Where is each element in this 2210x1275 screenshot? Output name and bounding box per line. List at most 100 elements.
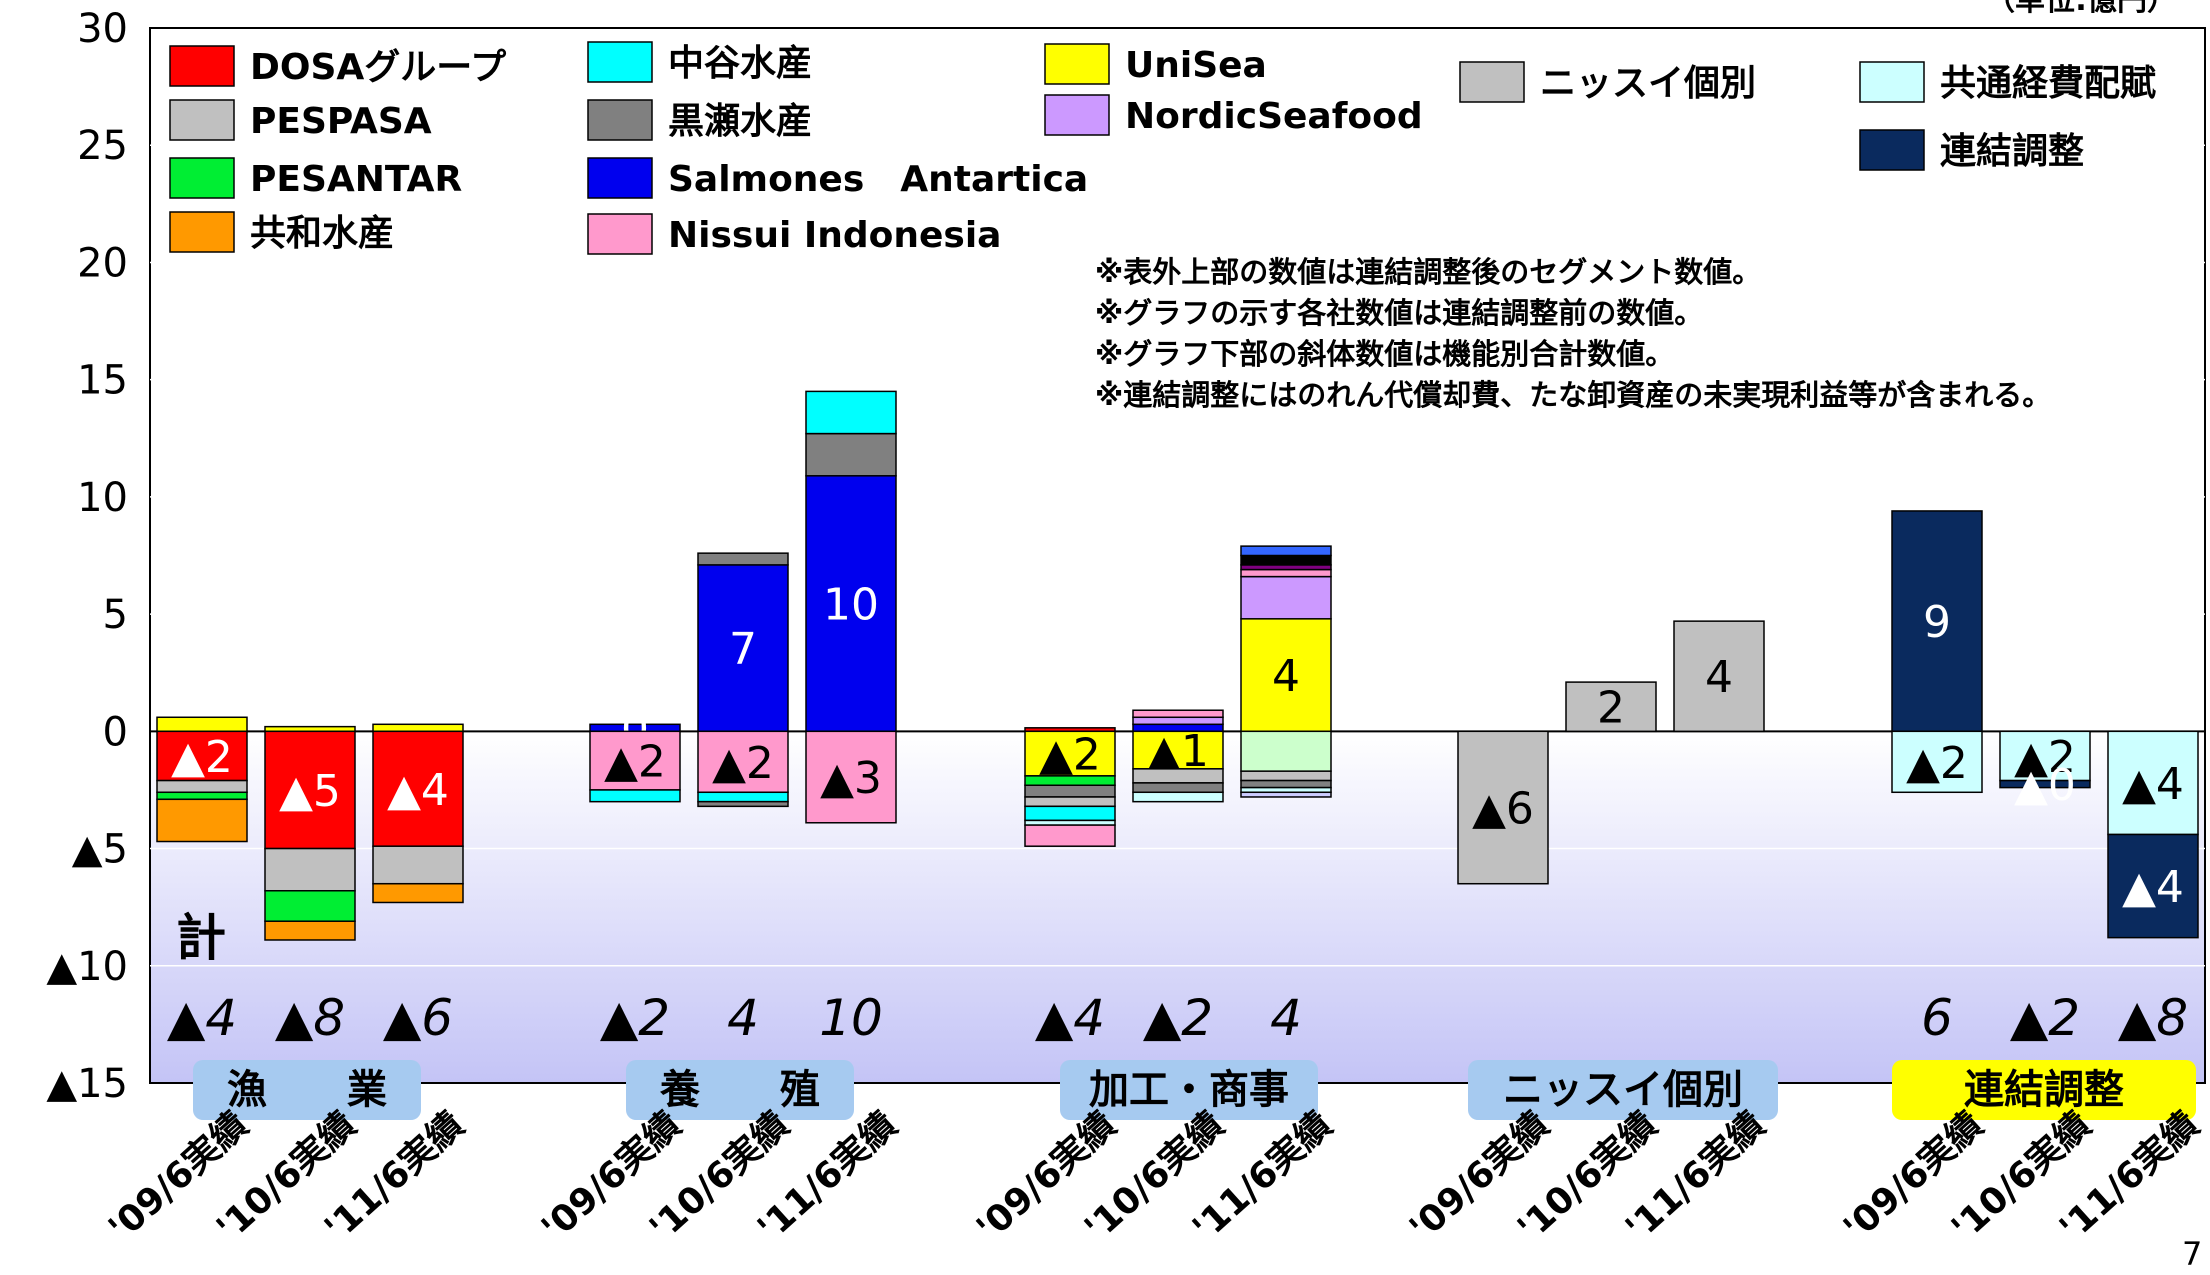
- group-label-box: [193, 1060, 421, 1120]
- total-value-label: ▲8: [275, 989, 345, 1047]
- total-value-label: 10: [819, 989, 883, 1047]
- bar-segment: [1132, 716, 1224, 726]
- bar-segment: [264, 847, 356, 892]
- legend-swatch: [587, 41, 653, 83]
- bar-segment: [1024, 805, 1116, 822]
- bar-value-label: ▲2: [1039, 730, 1101, 781]
- bar-value-label: ▲3: [820, 753, 882, 804]
- group-label-box: [1892, 1060, 2196, 1120]
- bar-segment: [372, 723, 464, 733]
- y-tick-label: 25: [77, 123, 128, 169]
- bar-value-label: ▲4: [387, 765, 449, 816]
- bar-segment: [264, 890, 356, 922]
- bar-value-label: 4: [1705, 652, 1733, 703]
- total-value-label: ▲6: [383, 989, 453, 1047]
- notes-block: ※表外上部の数値は連結調整後のセグメント数値。 ※グラフの示す各社数値は連結調整…: [1095, 255, 2051, 412]
- legend-swatch: [1044, 94, 1110, 136]
- bar-segment: [156, 791, 248, 801]
- group-label: 連結調整: [1964, 1067, 2124, 1113]
- bar-value-label: 4: [1272, 651, 1300, 702]
- total-value-label: ▲2: [1143, 989, 1213, 1047]
- bar-segment: [264, 730, 356, 850]
- bar-segment: [1240, 779, 1332, 789]
- bar-segment: [156, 779, 248, 794]
- bar-segment: [697, 800, 789, 808]
- bar-segment: [1891, 510, 1983, 733]
- y-tick-label: ▲10: [46, 944, 128, 990]
- bar-value-label: ▲0: [2014, 760, 2076, 811]
- bar-segment: [1240, 575, 1332, 620]
- note-line: ※グラフ下部の斜体数値は機能別合計数値。: [1095, 337, 1674, 371]
- bar-segment: [372, 845, 464, 885]
- bar-value-label: 9: [1923, 597, 1951, 648]
- total-value-label: 4: [1270, 989, 1302, 1047]
- bar-segment: [2107, 730, 2199, 836]
- legend-label: PESANTAR: [250, 159, 462, 200]
- bar-segment: [805, 730, 897, 824]
- legend-swatch: [1859, 129, 1925, 171]
- note-line: ※表外上部の数値は連結調整後のセグメント数値。: [1095, 255, 1761, 289]
- bar-segment: [1240, 791, 1332, 798]
- bar-segment: [805, 432, 897, 477]
- legend-label: ニッスイ個別: [1540, 63, 1756, 104]
- total-caption: 計: [176, 909, 226, 967]
- bar-segment: [1240, 554, 1332, 566]
- legend-swatch: [169, 45, 235, 87]
- bar-segment: [156, 798, 248, 843]
- legend-label: Salmones Antartica: [668, 159, 1088, 200]
- bar-value-label: ▲5: [279, 766, 341, 817]
- bar-value-label: ▲2: [604, 737, 666, 788]
- bar-segment: [1240, 545, 1332, 557]
- bar-value-label: ▲2: [1906, 738, 1968, 789]
- legend-swatch: [169, 157, 235, 199]
- bar-segment: [1999, 779, 2091, 789]
- total-value-label: ▲4: [1035, 989, 1105, 1047]
- total-value-label: 6: [1921, 989, 1953, 1047]
- bar-segment: [1132, 782, 1224, 794]
- legend-label: 連結調整: [1940, 131, 2084, 172]
- unit-label: （単位:億円）: [1985, 0, 2177, 18]
- group-label-box: [1468, 1060, 1778, 1120]
- legend-label: 共通経費配賦: [1940, 63, 2156, 104]
- page-number: 7: [2182, 1235, 2202, 1273]
- note-line: ※連結調整にはのれん代償却費、たな卸資産の未実現利益等が含まれる。: [1095, 378, 2051, 412]
- bar-value-label: 2: [1597, 683, 1625, 734]
- y-tick-label: 30: [77, 6, 128, 52]
- y-tick-label: 20: [77, 240, 128, 286]
- bar-segment: [1565, 681, 1657, 733]
- bar-segment: [1132, 730, 1224, 770]
- legend-label: 共和水産: [250, 213, 394, 254]
- y-tick-label: ▲5: [72, 827, 128, 873]
- group-label: 漁 業: [227, 1067, 387, 1113]
- bar-segment: [805, 475, 897, 733]
- legend-swatch: [587, 99, 653, 141]
- bar-value-label: ▲2: [171, 732, 233, 783]
- y-tick-label: ▲15: [46, 1061, 128, 1107]
- legend-swatch: [1859, 61, 1925, 103]
- y-tick-label: 5: [103, 592, 128, 638]
- bar-segment: [1457, 730, 1549, 885]
- group-label: 養 殖: [659, 1067, 820, 1113]
- group-label: ニッスイ個別: [1503, 1067, 1743, 1113]
- legend-label: DOSAグループ: [250, 47, 506, 88]
- bar-segment: [1132, 709, 1224, 719]
- group-label-box: [626, 1060, 854, 1120]
- bar-segment: [697, 564, 789, 733]
- legend-label: 中谷水産: [668, 43, 812, 84]
- bar-segment: [697, 791, 789, 803]
- legend-swatch: [1044, 43, 1110, 85]
- bar-segment: [1024, 824, 1116, 847]
- legend-label: PESPASA: [250, 101, 432, 142]
- total-value-label: ▲2: [600, 989, 670, 1047]
- bar-segment: [372, 730, 464, 847]
- legend-label: UniSea: [1125, 45, 1267, 86]
- bar-segment: [1999, 730, 2091, 782]
- bar-segment: [1891, 730, 1983, 794]
- bar-segment: [372, 882, 464, 904]
- legend-swatch: [587, 213, 653, 255]
- legend-swatch: [587, 157, 653, 199]
- bar-value-label: ▲6: [1472, 784, 1534, 835]
- legend-label: 黒瀬水産: [668, 101, 812, 142]
- total-value-label: ▲4: [167, 989, 237, 1047]
